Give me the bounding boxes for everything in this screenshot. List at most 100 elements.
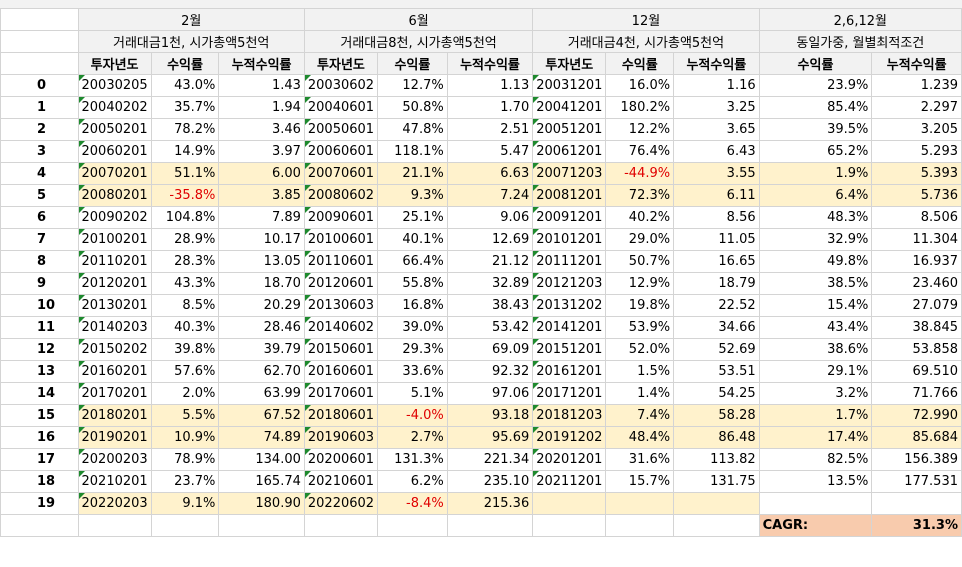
cell-combined-return[interactable]: 13.5% — [758, 470, 873, 493]
cell-year[interactable]: 20131202 — [532, 294, 607, 317]
cell-year[interactable]: 20090202 — [77, 206, 152, 229]
cell-combined-return[interactable]: 65.2% — [758, 140, 873, 163]
cell-return[interactable]: 50.8% — [377, 96, 448, 119]
cell-return[interactable]: 72.3% — [605, 184, 675, 207]
cell-combined-return[interactable]: 49.8% — [758, 250, 873, 273]
cell-combined-cumulative[interactable]: 2.297 — [871, 96, 962, 119]
cell-combined-return[interactable]: 1.9% — [758, 162, 873, 185]
cell-return[interactable]: 78.2% — [150, 118, 220, 141]
cell-return[interactable]: 23.7% — [150, 470, 220, 493]
cell-cumulative[interactable]: 134.00 — [218, 448, 305, 471]
cell-return[interactable]: 1.5% — [605, 360, 675, 383]
cell-year[interactable]: 20200203 — [77, 448, 152, 471]
cell-cumulative[interactable]: 69.09 — [446, 338, 534, 361]
cell-year[interactable]: 20200601 — [303, 448, 379, 471]
cell-year[interactable]: 20120601 — [303, 272, 379, 295]
cell-year[interactable]: 20030602 — [303, 74, 379, 97]
row-index-cell[interactable]: 3 — [0, 140, 79, 163]
group-month-dec[interactable]: 12월 — [532, 8, 760, 31]
cell-return[interactable]: 40.2% — [605, 206, 675, 229]
blank-cell[interactable] — [532, 514, 607, 537]
cell-combined-cumulative[interactable]: 16.937 — [871, 250, 962, 273]
cell-return[interactable]: 8.5% — [150, 294, 220, 317]
cell-return[interactable]: 39.0% — [377, 316, 448, 339]
row-index-cell[interactable]: 17 — [0, 448, 79, 471]
row-index-cell[interactable]: 4 — [0, 162, 79, 185]
cell-cumulative[interactable]: 1.70 — [446, 96, 534, 119]
col-header-year[interactable]: 투자년도 — [303, 52, 379, 75]
cell-cumulative[interactable]: 215.36 — [446, 492, 534, 515]
cell-year[interactable]: 20151201 — [532, 338, 607, 361]
cell-cumulative[interactable]: 3.65 — [673, 118, 760, 141]
blank-cell[interactable] — [377, 514, 448, 537]
cell-cumulative[interactable]: 54.25 — [673, 382, 760, 405]
cell-return[interactable]: 40.1% — [377, 228, 448, 251]
cell-year[interactable]: 20111201 — [532, 250, 607, 273]
cell-year[interactable]: 20140602 — [303, 316, 379, 339]
cell-return[interactable]: 10.9% — [150, 426, 220, 449]
cell-combined-cumulative[interactable]: 5.736 — [871, 184, 962, 207]
cell-combined-return[interactable]: 6.4% — [758, 184, 873, 207]
cell-return[interactable]: 52.0% — [605, 338, 675, 361]
row-index-cell[interactable]: 5 — [0, 184, 79, 207]
cell-return[interactable]: 131.3% — [377, 448, 448, 471]
cell-year[interactable]: 20170601 — [303, 382, 379, 405]
cell-return[interactable]: 16.8% — [377, 294, 448, 317]
cell-year[interactable] — [532, 492, 607, 515]
cell-year[interactable]: 20071203 — [532, 162, 607, 185]
cell-cumulative[interactable]: 18.70 — [218, 272, 305, 295]
cell-cumulative[interactable]: 28.46 — [218, 316, 305, 339]
blank-cell[interactable] — [446, 514, 534, 537]
cell-year[interactable]: 20130603 — [303, 294, 379, 317]
cell-return[interactable]: 31.6% — [605, 448, 675, 471]
cell-year[interactable]: 20191202 — [532, 426, 607, 449]
cell-return[interactable]: 12.7% — [377, 74, 448, 97]
row-index-cell[interactable]: 6 — [0, 206, 79, 229]
cell-combined-cumulative[interactable]: 177.531 — [871, 470, 962, 493]
cell-combined-cumulative[interactable]: 5.293 — [871, 140, 962, 163]
cell-return[interactable]: 5.1% — [377, 382, 448, 405]
cell-combined-cumulative[interactable]: 85.684 — [871, 426, 962, 449]
cell-cumulative[interactable]: 9.06 — [446, 206, 534, 229]
cell-return[interactable]: 6.2% — [377, 470, 448, 493]
cell-cumulative[interactable]: 39.79 — [218, 338, 305, 361]
cell-return[interactable]: 16.0% — [605, 74, 675, 97]
col-header-year[interactable]: 투자년도 — [532, 52, 607, 75]
group-desc-combined[interactable]: 동일가중, 월별최적조건 — [758, 30, 962, 53]
cell-combined-cumulative[interactable]: 23.460 — [871, 272, 962, 295]
col-header-year[interactable]: 투자년도 — [77, 52, 152, 75]
cell-combined-cumulative[interactable]: 27.079 — [871, 294, 962, 317]
cell-return[interactable]: 39.8% — [150, 338, 220, 361]
col-header-return[interactable]: 수익률 — [758, 52, 873, 75]
cell-return[interactable]: 2.0% — [150, 382, 220, 405]
cell-return[interactable]: 2.7% — [377, 426, 448, 449]
cell-combined-return[interactable]: 48.3% — [758, 206, 873, 229]
cell-year[interactable]: 20091201 — [532, 206, 607, 229]
blank-cell[interactable] — [150, 514, 220, 537]
row-index-cell[interactable]: 12 — [0, 338, 79, 361]
cell-return[interactable]: 50.7% — [605, 250, 675, 273]
group-desc-feb[interactable]: 거래대금1천, 시가총액5천억 — [77, 30, 305, 53]
cell-year[interactable]: 20171201 — [532, 382, 607, 405]
cell-return[interactable]: 9.1% — [150, 492, 220, 515]
cell-year[interactable]: 20080201 — [77, 184, 152, 207]
cell-year[interactable]: 20160601 — [303, 360, 379, 383]
cell-year[interactable]: 20040202 — [77, 96, 152, 119]
cell-year[interactable]: 20190603 — [303, 426, 379, 449]
cell-cumulative[interactable]: 113.82 — [673, 448, 760, 471]
cell-year[interactable]: 20050601 — [303, 118, 379, 141]
cell-return[interactable]: 180.2% — [605, 96, 675, 119]
col-header-cumulative[interactable]: 누적수익률 — [871, 52, 962, 75]
cell-return[interactable]: 28.9% — [150, 228, 220, 251]
cell-cumulative[interactable]: 6.43 — [673, 140, 760, 163]
cell-cumulative[interactable]: 22.52 — [673, 294, 760, 317]
cell-return[interactable]: 7.4% — [605, 404, 675, 427]
cell-return[interactable]: 48.4% — [605, 426, 675, 449]
cell-cumulative[interactable]: 6.00 — [218, 162, 305, 185]
cell-year[interactable]: 20110601 — [303, 250, 379, 273]
cell-return[interactable]: 76.4% — [605, 140, 675, 163]
cell-cumulative[interactable]: 53.42 — [446, 316, 534, 339]
cell-return[interactable]: 78.9% — [150, 448, 220, 471]
cell-combined-cumulative[interactable]: 1.239 — [871, 74, 962, 97]
cell-cumulative[interactable]: 11.05 — [673, 228, 760, 251]
